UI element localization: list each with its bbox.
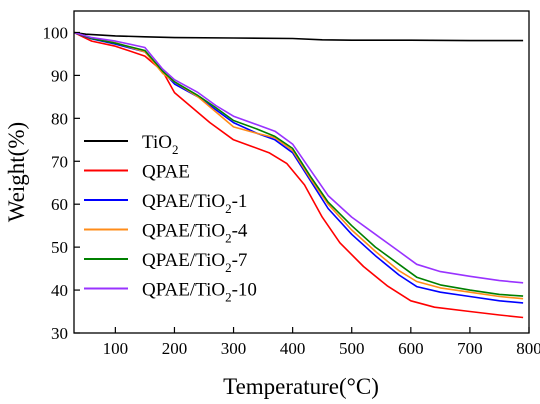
legend-label-5: QPAE/TiO2-10 xyxy=(142,280,257,305)
legend-label-2: QPAE/TiO2-1 xyxy=(142,191,247,216)
y-tick-label-1: 40 xyxy=(51,281,68,300)
y-tick-label-5: 80 xyxy=(51,109,68,128)
legend-label-4: QPAE/TiO2-7 xyxy=(142,250,247,275)
y-tick-label-6: 90 xyxy=(51,66,68,85)
x-tick-label-4: 500 xyxy=(339,339,365,358)
y-tick-label-7: 100 xyxy=(43,23,69,42)
x-tick-label-6: 700 xyxy=(457,339,483,358)
series-line-3 xyxy=(73,31,524,300)
x-tick-label-7: 800 xyxy=(516,339,540,358)
x-tick-label-1: 200 xyxy=(162,339,188,358)
legend: TiO2 QPAE QPAE/TiO2-1 QPAE/TiO2-4 QPAE/TiO2-… xyxy=(84,132,257,305)
x-tick-label-5: 600 xyxy=(398,339,424,358)
y-tick-label-0: 30 xyxy=(51,324,68,343)
y-axis-label: Weight(%) xyxy=(4,122,29,222)
x-tick-label-2: 300 xyxy=(221,339,247,358)
plot-frame xyxy=(73,10,530,334)
y-tick-label-4: 70 xyxy=(51,152,68,171)
series-line-4 xyxy=(73,31,524,297)
x-tick-label-0: 100 xyxy=(103,339,129,358)
legend-label-3: QPAE/TiO2-4 xyxy=(142,221,248,246)
series-line-5 xyxy=(73,31,524,284)
x-axis-label: Temperature(°C) xyxy=(223,374,379,399)
legend-label-0: TiO2 xyxy=(142,132,178,157)
axis-ticks: 100 200 300 400 500 600 700 800 30 40 50 60 70 80 90 10… xyxy=(43,23,540,358)
plot-lines xyxy=(73,31,524,319)
legend-label-1: QPAE xyxy=(142,162,190,183)
y-tick-label-2: 50 xyxy=(51,238,68,257)
x-tick-label-3: 400 xyxy=(280,339,306,358)
y-tick-label-3: 60 xyxy=(51,195,68,214)
series-line-0 xyxy=(73,31,524,42)
